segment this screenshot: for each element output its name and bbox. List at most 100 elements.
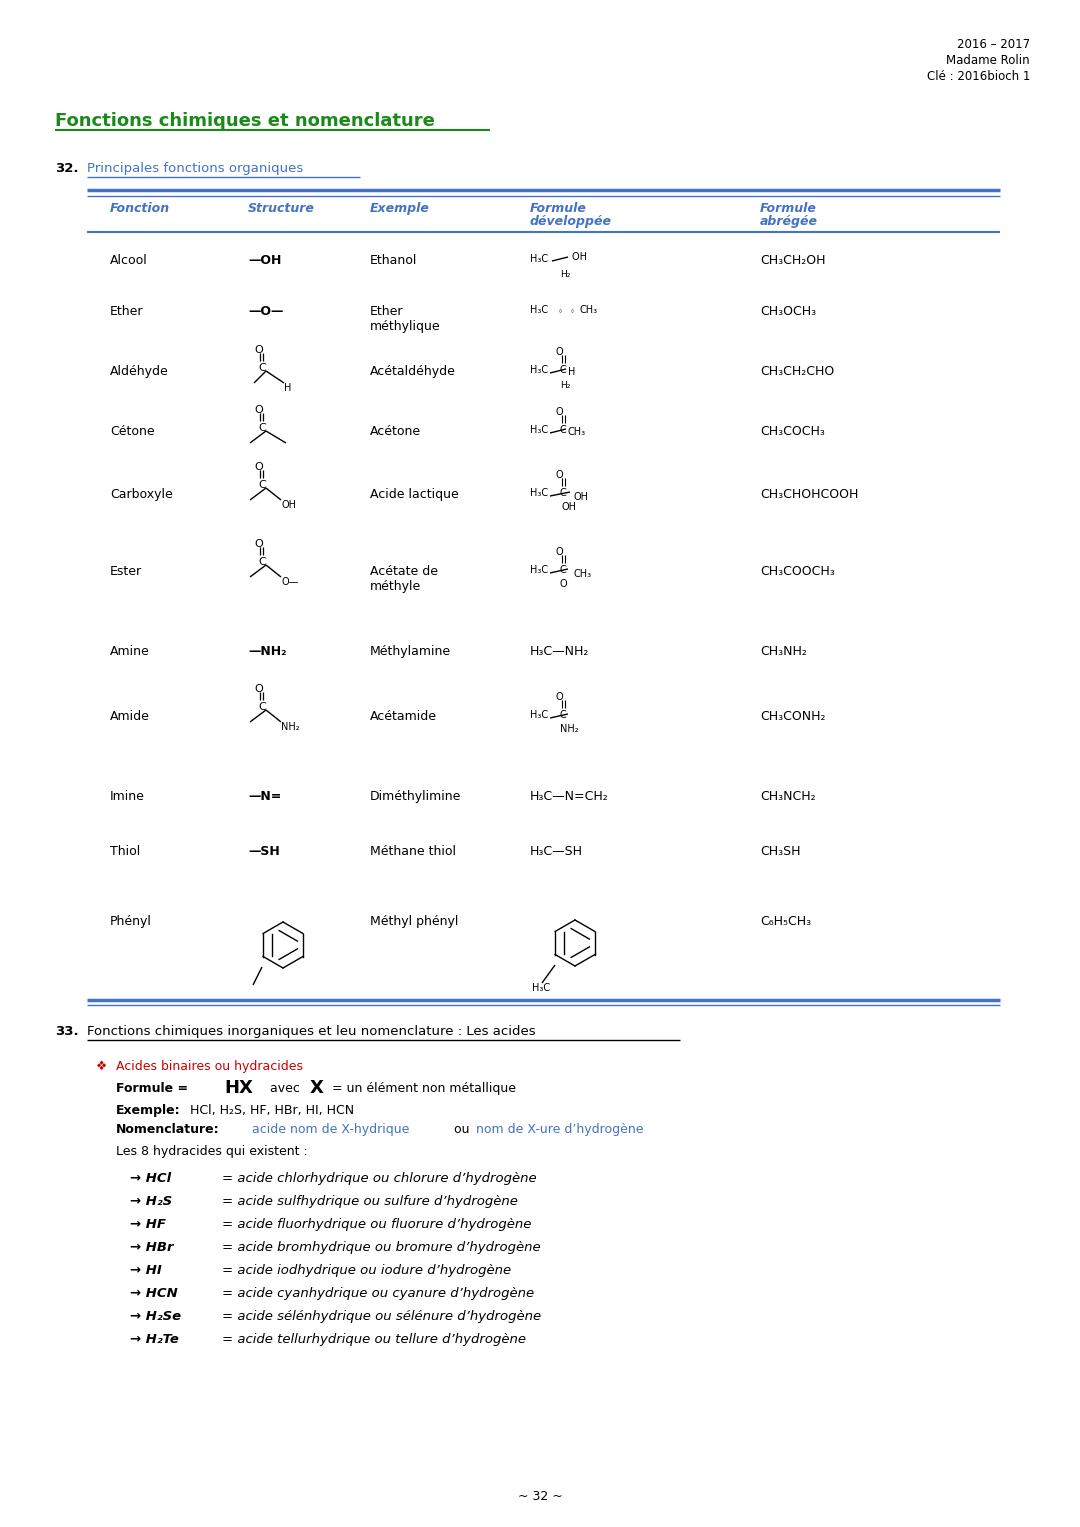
Text: développée: développée [530, 215, 612, 228]
Text: C: C [258, 479, 266, 490]
Text: H: H [284, 383, 292, 392]
Text: —SH: —SH [248, 844, 280, 858]
Text: C: C [561, 565, 567, 576]
Text: H₃C: H₃C [530, 710, 549, 721]
Text: C: C [258, 702, 266, 712]
Text: H₃C: H₃C [530, 365, 549, 376]
Text: Formule =: Formule = [116, 1083, 192, 1095]
Text: Méthylamine: Méthylamine [370, 644, 451, 658]
Text: ~ 32 ~: ~ 32 ~ [517, 1490, 563, 1503]
Text: H: H [568, 366, 576, 377]
Text: H₃C—SH: H₃C—SH [530, 844, 583, 858]
Text: Acétone: Acétone [370, 425, 421, 438]
Text: → H₂Te: → H₂Te [130, 1333, 179, 1345]
Text: Ether: Ether [370, 305, 404, 318]
Text: —O—: —O— [248, 305, 283, 318]
Text: 2016 – 2017: 2016 – 2017 [957, 38, 1030, 50]
Text: H₃C: H₃C [530, 305, 549, 315]
Text: O: O [254, 684, 262, 693]
Text: = acide chlorhydrique ou chlorure d’hydrogène: = acide chlorhydrique ou chlorure d’hydr… [222, 1173, 537, 1185]
Text: 32.: 32. [55, 162, 79, 176]
Text: = acide bromhydrique ou bromure d’hydrogène: = acide bromhydrique ou bromure d’hydrog… [222, 1241, 541, 1254]
Text: CH₃CHOHCOOH: CH₃CHOHCOOH [760, 489, 859, 501]
Text: → HBr: → HBr [130, 1241, 174, 1254]
Text: → H₂Se: → H₂Se [130, 1310, 181, 1322]
Text: O: O [556, 692, 564, 702]
Text: = acide cyanhydrique ou cyanure d’hydrogène: = acide cyanhydrique ou cyanure d’hydrog… [222, 1287, 535, 1299]
Text: abrégée: abrégée [760, 215, 818, 228]
Text: C: C [561, 365, 567, 376]
Text: = acide fluorhydrique ou fluorure d’hydrogène: = acide fluorhydrique ou fluorure d’hydr… [222, 1219, 531, 1231]
Text: Fonctions chimiques et nomenclature: Fonctions chimiques et nomenclature [55, 111, 435, 130]
Text: —N=: —N= [248, 789, 282, 803]
Text: Méthyl phényl: Méthyl phényl [370, 915, 458, 928]
Text: Amide: Amide [110, 710, 150, 722]
Text: Cétone: Cétone [110, 425, 154, 438]
Text: Exemple:: Exemple: [116, 1104, 180, 1116]
Text: Ester: Ester [110, 565, 143, 579]
Text: O: O [561, 579, 568, 589]
Text: Acétamide: Acétamide [370, 710, 437, 722]
Text: → HCl: → HCl [130, 1173, 171, 1185]
Text: C: C [561, 425, 567, 435]
Text: ❖: ❖ [96, 1060, 107, 1073]
Text: Carboxyle: Carboxyle [110, 489, 173, 501]
Text: CH₃: CH₃ [573, 570, 592, 579]
Text: O: O [254, 463, 262, 472]
Text: Acides binaires ou hydracides: Acides binaires ou hydracides [116, 1060, 303, 1073]
Text: 33.: 33. [55, 1025, 79, 1038]
Text: Nomenclature:: Nomenclature: [116, 1122, 219, 1136]
Text: Acide lactique: Acide lactique [370, 489, 459, 501]
Text: HX: HX [224, 1080, 253, 1096]
Text: CH₃CH₂CHO: CH₃CH₂CHO [760, 365, 834, 379]
Text: OH: OH [573, 492, 589, 502]
Text: O: O [556, 408, 564, 417]
Text: Acétaldéhyde: Acétaldéhyde [370, 365, 456, 379]
Text: Fonction: Fonction [110, 202, 171, 215]
Text: = acide sulfhydrique ou sulfure d’hydrogène: = acide sulfhydrique ou sulfure d’hydrog… [222, 1196, 518, 1208]
Text: Fonctions chimiques inorganiques et leu nomenclature : Les acides: Fonctions chimiques inorganiques et leu … [87, 1025, 536, 1038]
Text: CH₃NH₂: CH₃NH₂ [760, 644, 807, 658]
Text: H₃C—NH₂: H₃C—NH₂ [530, 644, 590, 658]
Text: = un élément non métallique: = un élément non métallique [328, 1083, 516, 1095]
Text: CH₃COOCH₃: CH₃COOCH₃ [760, 565, 835, 579]
Text: H₃C: H₃C [530, 425, 549, 435]
Text: CH₃NCH₂: CH₃NCH₂ [760, 789, 815, 803]
Text: Amine: Amine [110, 644, 150, 658]
Text: OH: OH [562, 502, 577, 512]
Text: Clé : 2016bioch 1: Clé : 2016bioch 1 [927, 70, 1030, 82]
Text: Structure: Structure [248, 202, 315, 215]
Text: CH₃COCH₃: CH₃COCH₃ [760, 425, 825, 438]
Text: = acide iodhydrique ou iodure d’hydrogène: = acide iodhydrique ou iodure d’hydrogèn… [222, 1264, 511, 1277]
Text: NH₂: NH₂ [281, 722, 299, 731]
Text: H₃C: H₃C [532, 983, 550, 993]
Text: méthyle: méthyle [370, 580, 421, 592]
Text: NH₂: NH₂ [561, 724, 579, 734]
Text: Imine: Imine [110, 789, 145, 803]
Text: CH₃: CH₃ [580, 305, 598, 315]
Text: O: O [556, 547, 564, 557]
Text: Principales fonctions organiques: Principales fonctions organiques [87, 162, 303, 176]
Text: → H₂S: → H₂S [130, 1196, 172, 1208]
Text: CH₃SH: CH₃SH [760, 844, 800, 858]
Text: Diméthylimine: Diméthylimine [370, 789, 461, 803]
Text: ou: ou [450, 1122, 473, 1136]
Text: O—: O— [281, 577, 298, 586]
Text: C: C [258, 557, 266, 567]
Text: H₃C—N=CH₂: H₃C—N=CH₂ [530, 789, 609, 803]
Text: → HCN: → HCN [130, 1287, 178, 1299]
Text: Alcool: Alcool [110, 253, 148, 267]
Text: H₂: H₂ [561, 270, 570, 279]
Text: C: C [258, 363, 266, 373]
Text: X: X [310, 1080, 324, 1096]
Text: méthylique: méthylique [370, 321, 441, 333]
Text: Phényl: Phényl [110, 915, 152, 928]
Text: Acétate de: Acétate de [370, 565, 438, 579]
Text: → HF: → HF [130, 1219, 166, 1231]
Text: CH₃OCH₃: CH₃OCH₃ [760, 305, 816, 318]
Text: = acide sélénhydrique ou sélénure d’hydrogène: = acide sélénhydrique ou sélénure d’hydr… [222, 1310, 541, 1322]
Text: CH₃CH₂OH: CH₃CH₂OH [760, 253, 825, 267]
Text: ◦: ◦ [570, 307, 575, 316]
Text: CH₃CONH₂: CH₃CONH₂ [760, 710, 825, 722]
Text: Ethanol: Ethanol [370, 253, 417, 267]
